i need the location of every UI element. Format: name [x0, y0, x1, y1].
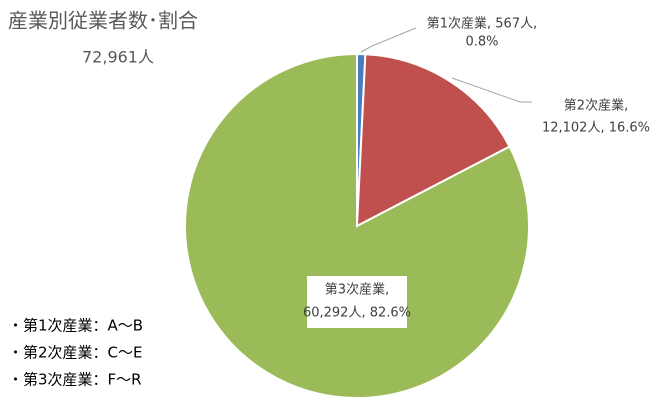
- data-label: 0.8%: [465, 35, 498, 50]
- data-label: 第2次産業,: [564, 98, 628, 114]
- pie-slice: [355, 53, 511, 228]
- leader-line: [360, 27, 417, 53]
- note: ・第2次産業：C～E: [8, 344, 143, 362]
- data-label: 第3次産業,: [325, 282, 389, 298]
- note: ・第3次産業：F～R: [8, 371, 142, 389]
- chart-title: 産業別従業者数･割合: [8, 9, 198, 33]
- pie-slice: [184, 52, 530, 399]
- note: ・第1次産業：A～B: [8, 317, 143, 335]
- data-label: 12,102人, 16.6%: [542, 121, 650, 136]
- data-label: 第1次産業, 567人,: [427, 16, 537, 32]
- leader-line: [451, 77, 532, 103]
- chart-subtitle: 72,961人: [82, 48, 154, 67]
- data-label: 60,292人, 82.6%: [303, 306, 411, 321]
- label-box: [307, 276, 407, 328]
